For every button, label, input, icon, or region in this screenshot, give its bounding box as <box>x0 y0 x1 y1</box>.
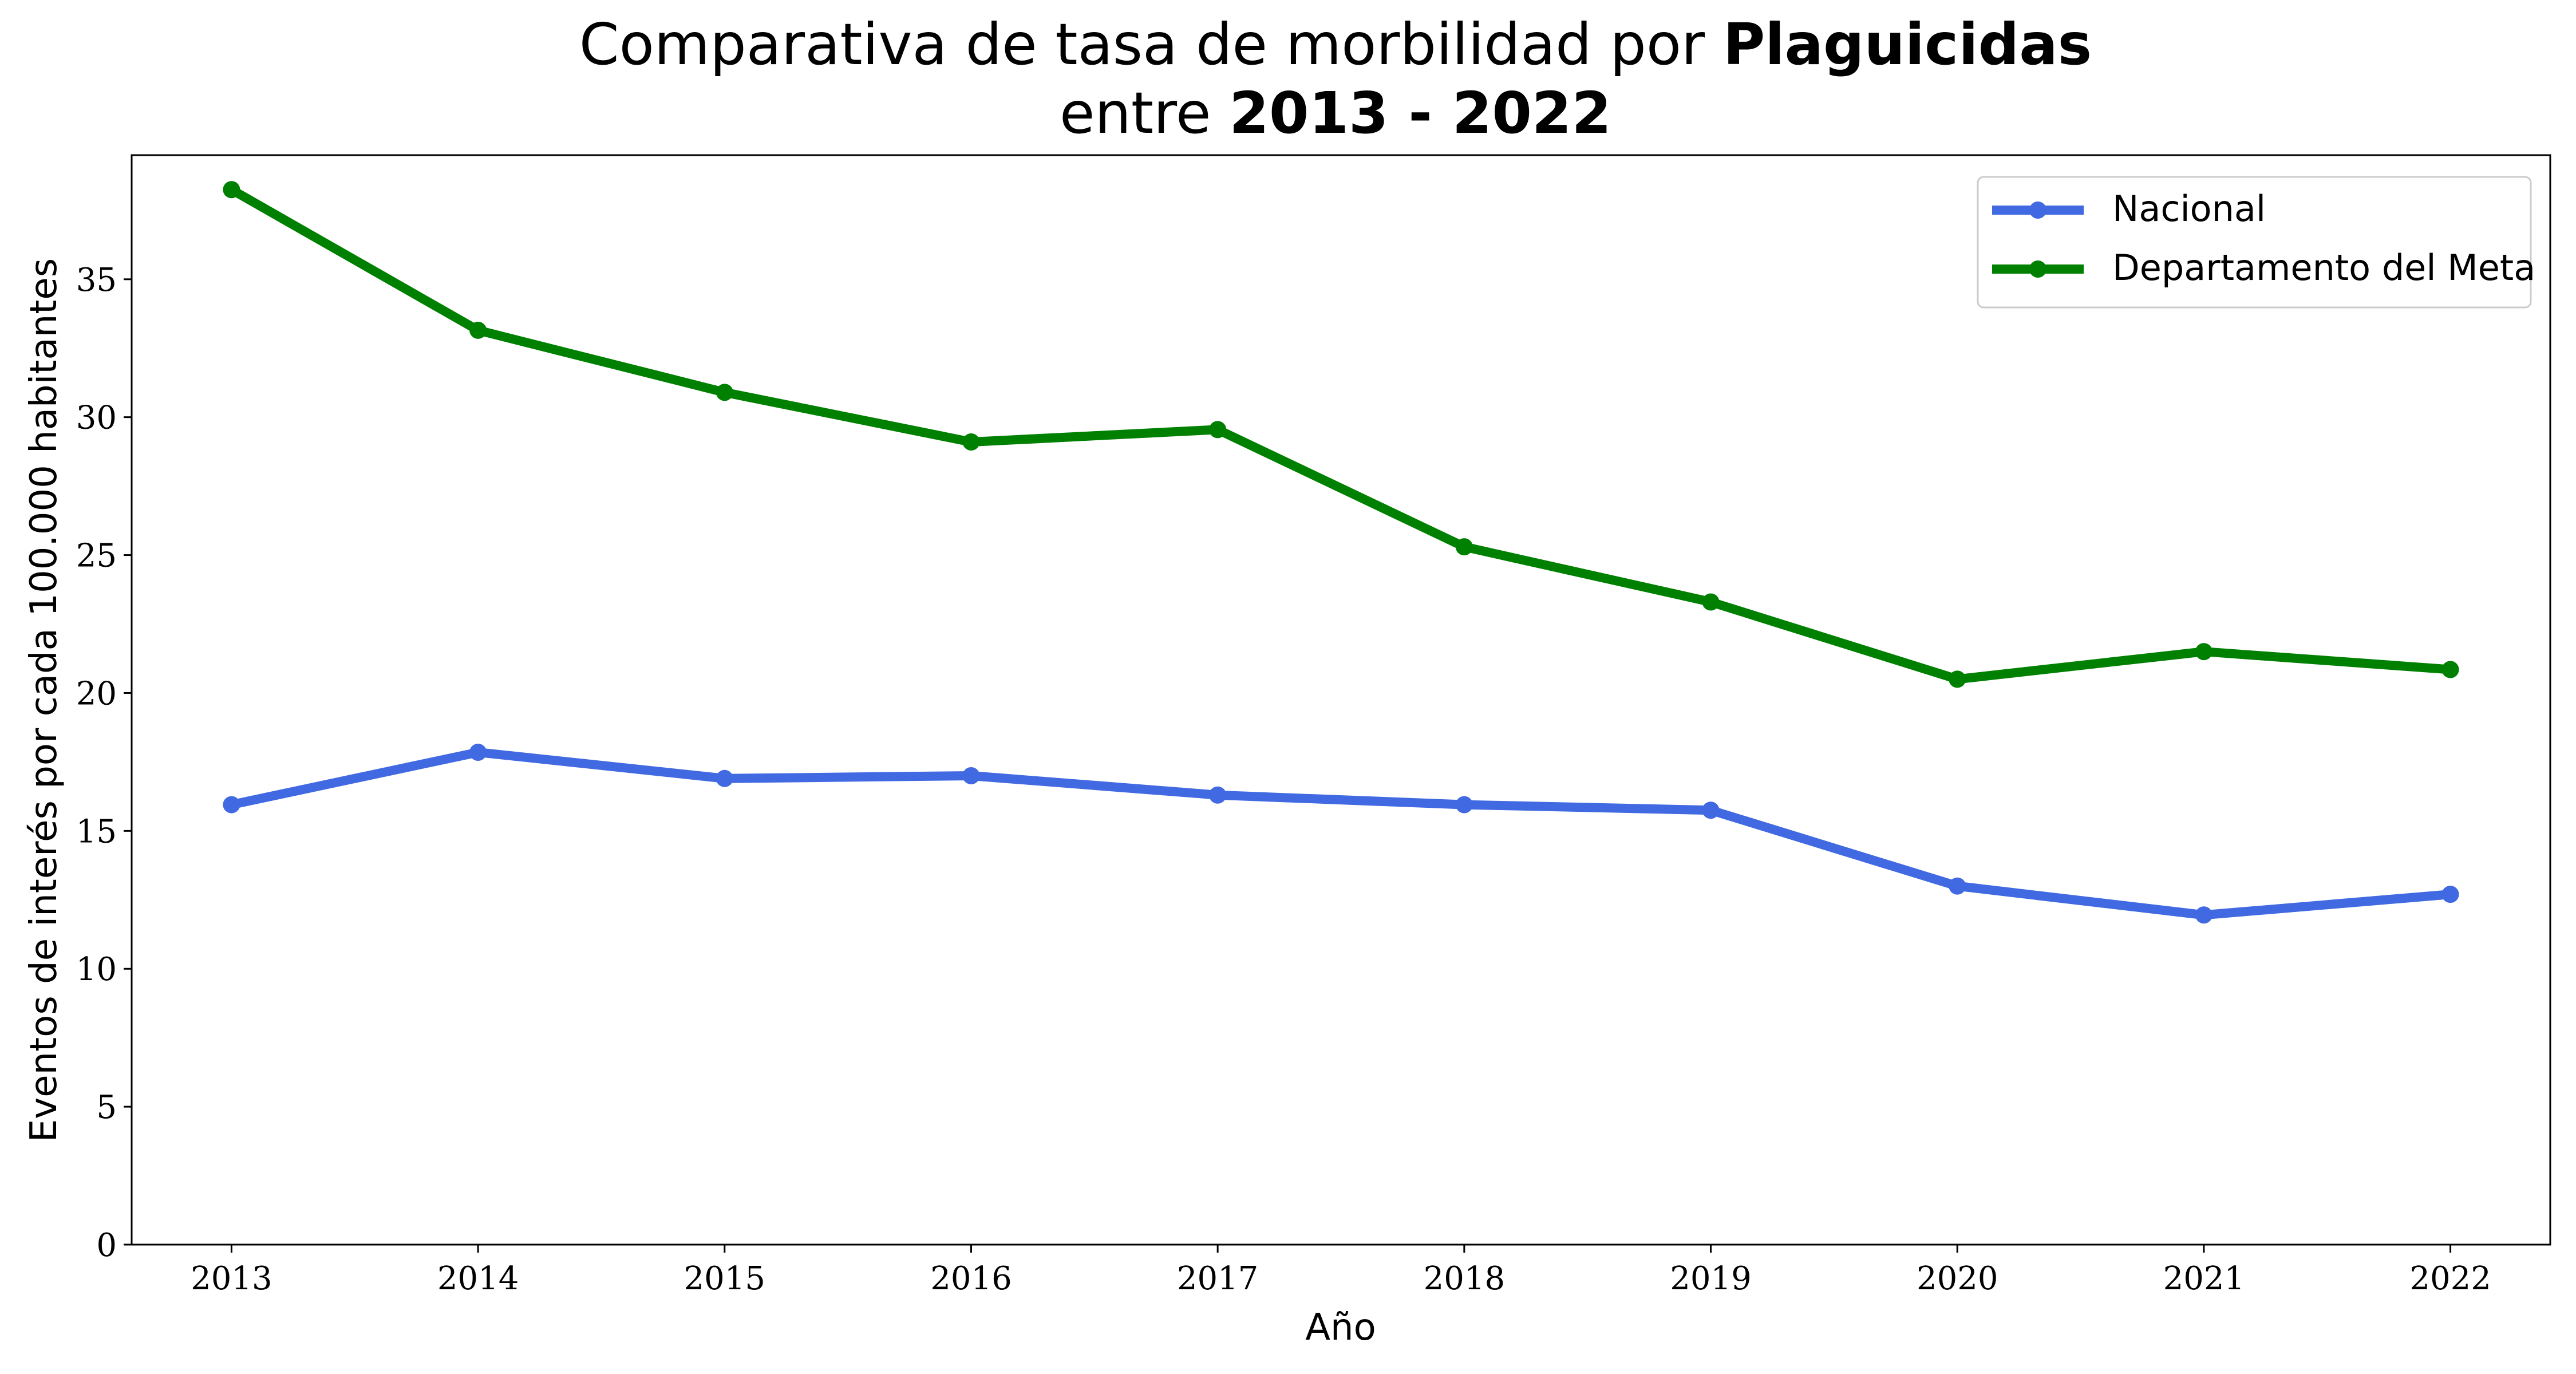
legend-swatch-marker <box>2029 260 2046 278</box>
x-tick-label: 2013 <box>191 1260 272 1297</box>
plot-area: 2013 2014 2015 2016 2017 2018 2019 2020 2021 2022… <box>76 181 2491 1297</box>
x-tick-label: 2016 <box>930 1260 1012 1297</box>
y-tick-label: 35 <box>76 262 117 299</box>
data-point-departamento-del-meta <box>1209 421 1227 439</box>
title-line2-bold: 2013 - 2022 <box>1229 80 1611 147</box>
data-point-departamento-del-meta <box>2195 643 2212 661</box>
y-tick-label: 5 <box>96 1089 117 1126</box>
series-line-departamento-del-meta <box>227 185 2455 684</box>
data-point-departamento-del-meta <box>1949 670 1966 688</box>
x-tick-label: 2020 <box>1917 1260 1998 1297</box>
data-point-departamento-del-meta <box>1455 538 1473 556</box>
data-point-nacional <box>1702 802 1720 819</box>
data-point-departamento-del-meta <box>2441 661 2459 678</box>
y-tick-label: 30 <box>76 400 117 437</box>
y-tick-label: 20 <box>76 675 117 712</box>
x-tick-label: 2021 <box>2163 1260 2245 1297</box>
data-point-departamento-del-meta <box>716 384 733 401</box>
title-line1-prefix: Comparativa de tasa de morbilidad por <box>579 11 1723 78</box>
data-point-nacional <box>2195 906 2212 924</box>
data-point-departamento-del-meta <box>1702 593 1720 611</box>
data-point-nacional <box>223 796 240 814</box>
legend-label-meta: Departamento del Meta <box>2112 247 2535 289</box>
legend: Nacional Departamento del Meta <box>1977 176 2535 309</box>
x-tick-label: 2014 <box>437 1260 519 1297</box>
data-point-departamento-del-meta <box>469 321 487 339</box>
legend-swatch-marker <box>2029 202 2046 219</box>
data-point-nacional <box>2441 886 2459 903</box>
legend-box <box>1977 176 2532 309</box>
data-point-nacional <box>1209 786 1227 804</box>
data-point-nacional <box>716 769 733 787</box>
data-point-nacional <box>962 767 980 784</box>
data-point-nacional <box>1455 796 1473 814</box>
y-tick-label: 25 <box>76 538 117 575</box>
x-tick-label: 2022 <box>2409 1260 2491 1297</box>
x-tick-label: 2018 <box>1424 1260 1506 1297</box>
title-line1-bold: Plaguicidas <box>1723 11 2092 78</box>
plot-frame <box>131 154 2551 1246</box>
title-line2-prefix: entre <box>1060 80 1229 147</box>
x-axis-label: Año <box>1305 1306 1376 1349</box>
data-point-departamento-del-meta <box>962 433 980 451</box>
y-tick-label: 0 <box>96 1227 117 1264</box>
data-point-nacional <box>1949 877 1966 895</box>
x-tick-label: 2017 <box>1177 1260 1259 1297</box>
x-tick-label: 2015 <box>684 1260 766 1297</box>
series-line-nacional <box>227 748 2455 920</box>
y-tick-label: 15 <box>76 813 117 850</box>
chart-title-line2: entre 2013 - 2022 <box>1060 80 1611 147</box>
data-point-departamento-del-meta <box>223 181 240 199</box>
y-axis-label: Eventos de interés por cada 100.000 habi… <box>23 258 65 1142</box>
y-tick-label: 10 <box>76 951 117 988</box>
data-point-nacional <box>469 744 487 761</box>
chart-title-line1: Comparativa de tasa de morbilidad por Pl… <box>579 11 2092 78</box>
legend-label-nacional: Nacional <box>2112 188 2266 230</box>
x-tick-label: 2019 <box>1670 1260 1752 1297</box>
